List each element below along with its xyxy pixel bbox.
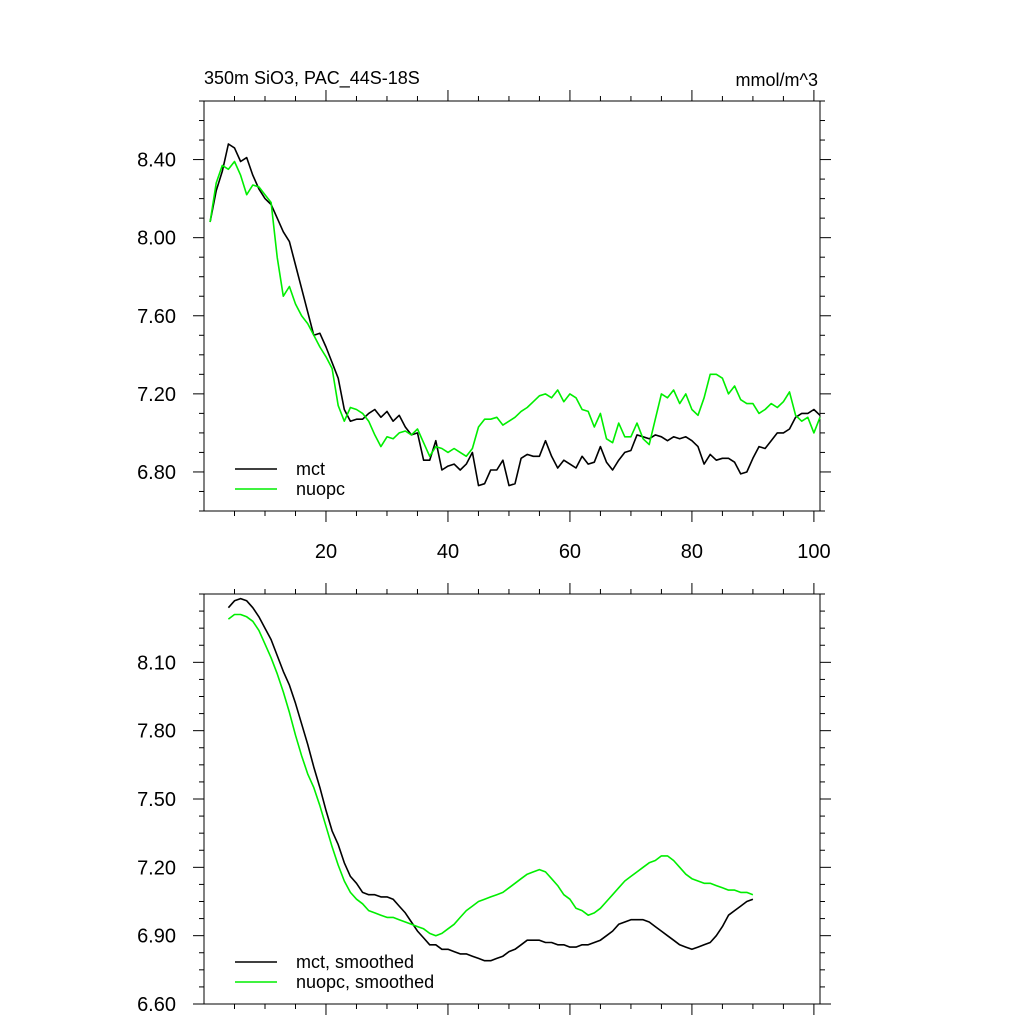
top-x-tick-label: 20 xyxy=(315,541,337,563)
bottom-panel-plot: 6.60 6.90 7.20 7.50 7.80 8.10 mct, smoothednuo… xyxy=(137,583,831,1016)
bottom-y-tick-label: 6.90 xyxy=(137,926,176,948)
bottom-series-nuopc-smoothed xyxy=(227,613,754,937)
bottom-y-tick-label: 7.50 xyxy=(137,789,176,811)
top-y-tick-label: 6.80 xyxy=(137,462,176,484)
bottom-legend-label: nuopc, smoothed xyxy=(296,972,434,992)
bottom-y-tick-label: 8.10 xyxy=(137,652,176,674)
bottom-legend-label: mct, smoothed xyxy=(296,952,414,972)
bottom-y-tick-label: 7.80 xyxy=(137,721,176,743)
bottom-plot-frame xyxy=(203,593,821,1005)
top-series-mct xyxy=(209,143,821,487)
top-legend-label: nuopc xyxy=(296,479,345,499)
top-x-tick-label: 60 xyxy=(559,541,581,563)
top-panel-plot: 350m SiO3, PAC_44S-18S mmol/m^3 20 40 60 80… xyxy=(137,68,831,563)
top-x-tick-label: 80 xyxy=(681,541,703,563)
top-x-tick-label: 40 xyxy=(437,541,459,563)
bottom-y-tick-label: 6.60 xyxy=(137,994,176,1016)
bottom-series-mct-smoothed xyxy=(227,597,754,962)
top-panel-units: mmol/m^3 xyxy=(736,70,818,90)
top-legend-label: mct xyxy=(296,459,325,479)
top-x-tick-label: 100 xyxy=(797,541,830,563)
top-y-tick-label: 8.00 xyxy=(137,228,176,250)
top-plot-frame xyxy=(203,100,821,512)
top-y-tick-label: 7.60 xyxy=(137,306,176,328)
bottom-y-tick-label: 7.20 xyxy=(137,857,176,879)
top-panel-title: 350m SiO3, PAC_44S-18S xyxy=(204,68,420,89)
top-y-tick-label: 8.40 xyxy=(137,150,176,172)
top-series-nuopc xyxy=(209,160,821,458)
top-y-tick-label: 7.20 xyxy=(137,384,176,406)
